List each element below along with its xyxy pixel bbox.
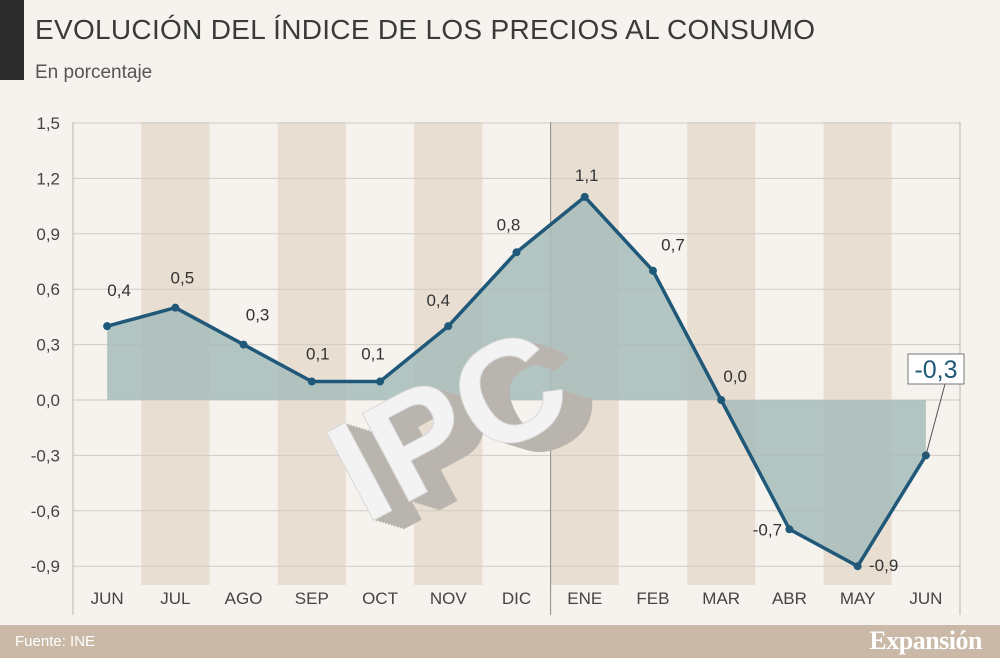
data-point-mar (717, 396, 726, 404)
x-axis-labels: JUN JUL AGO SEP OCT NOV DIC ENE FEB MAR ABR MAY JUN (91, 589, 943, 608)
x-tick-label-ago: AGO (225, 589, 263, 608)
data-point-abr (785, 525, 794, 534)
data-point-ago (239, 340, 248, 349)
source-note: Fuente: INE (15, 633, 96, 650)
value-label-0: 0,4 (107, 281, 131, 300)
x-tick-label-mar: MAR (702, 589, 740, 608)
data-point-nov (444, 322, 453, 331)
value-label-9: 0,0 (723, 367, 747, 386)
value-label-7: 1,1 (575, 166, 599, 185)
x-tick-label-jun: JUN (91, 589, 124, 608)
y-tick-label: 1,2 (36, 169, 60, 188)
value-label-3: 0,1 (306, 345, 330, 364)
value-label-4: 0,1 (361, 345, 385, 364)
x-tick-label-nov: NOV (430, 589, 468, 608)
y-tick-label: 0,0 (36, 391, 60, 410)
value-label-2: 0,3 (246, 306, 270, 325)
value-label-11: -0,9 (869, 556, 898, 575)
data-point-jul (171, 303, 180, 312)
x-tick-label-feb: FEB (636, 589, 669, 608)
callout-pointer (925, 383, 946, 456)
data-point-jun (103, 322, 112, 331)
y-tick-label: 0,3 (36, 336, 60, 355)
area-fill (107, 196, 926, 567)
data-point-sep (307, 377, 316, 386)
x-tick-label-may: MAY (840, 589, 876, 608)
value-label-10: -0,7 (753, 520, 782, 539)
data-point-feb (648, 266, 657, 275)
callout-value: -0,3 (914, 356, 957, 384)
data-points (103, 192, 930, 571)
x-tick-label-dic: DIC (502, 589, 531, 608)
value-label-5: 0,4 (426, 291, 450, 310)
value-label-6: 0,8 (497, 215, 521, 234)
data-point-dic (512, 248, 521, 257)
x-tick-label-sep: SEP (295, 589, 329, 608)
y-tick-label: -0,9 (31, 557, 60, 576)
x-tick-label-jul: JUL (160, 589, 190, 608)
data-point-ene (580, 192, 589, 201)
data-labels: 0,4 0,5 0,3 0,1 0,1 0,4 0,8 1,1 0,7 0,0 -0,7 -0,9 -0… (107, 166, 965, 575)
value-label-8: 0,7 (661, 236, 685, 255)
y-tick-label: 0,9 (36, 225, 60, 244)
y-tick-label: -0,6 (31, 502, 60, 521)
brand-logo: Expansión (869, 626, 982, 655)
area-shape (107, 196, 926, 567)
callout-box (907, 353, 965, 385)
chart-subtitle: En porcentaje (35, 62, 153, 83)
footer-bar: Fuente: INE Expansión (0, 625, 1000, 658)
chart-title: EVOLUCIÓN DEL ÍNDICE DE LOS PRECIOS AL C… (35, 14, 816, 45)
data-point-may (853, 562, 862, 571)
data-point-oct (376, 377, 385, 386)
title-accent-bar (0, 0, 24, 80)
y-tick-label: 1,5 (36, 114, 60, 133)
y-axis-labels: 1,5 1,2 0,9 0,6 0,3 0,0 -0,3 -0,6 -0,9 (31, 114, 60, 576)
x-tick-label-jun: JUN (909, 589, 942, 608)
x-tick-label-abr: ABR (772, 589, 807, 608)
x-tick-label-oct: OCT (362, 589, 398, 608)
category-band (277, 122, 346, 585)
y-tick-label: -0,3 (31, 446, 60, 465)
y-tick-label: 0,6 (36, 280, 60, 299)
value-label-1: 0,5 (171, 269, 195, 288)
x-tick-label-ene: ENE (567, 589, 602, 608)
